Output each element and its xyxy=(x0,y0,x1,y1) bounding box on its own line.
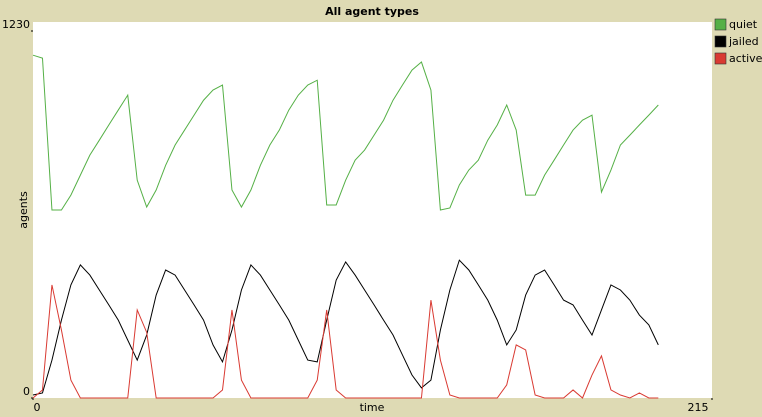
legend-label: active xyxy=(729,52,762,65)
x-tick-label: 0 xyxy=(34,401,41,414)
plot-area xyxy=(33,22,712,398)
y-tick-label: 1230 xyxy=(2,18,30,31)
legend-label: quiet xyxy=(729,18,758,31)
y-tick-label: 0 xyxy=(23,385,30,398)
series-line xyxy=(32,54,659,211)
x-axis-label: time xyxy=(360,401,385,414)
legend-swatch xyxy=(714,52,727,65)
x-tick-label: 215 xyxy=(688,401,709,414)
chart-title: All agent types xyxy=(325,5,419,18)
legend-swatch xyxy=(714,18,727,31)
legend-swatch xyxy=(714,35,727,48)
y-axis-label: agents xyxy=(17,191,30,229)
legend-label: jailed xyxy=(728,35,759,48)
series-line xyxy=(32,284,659,399)
series-line xyxy=(32,259,659,396)
